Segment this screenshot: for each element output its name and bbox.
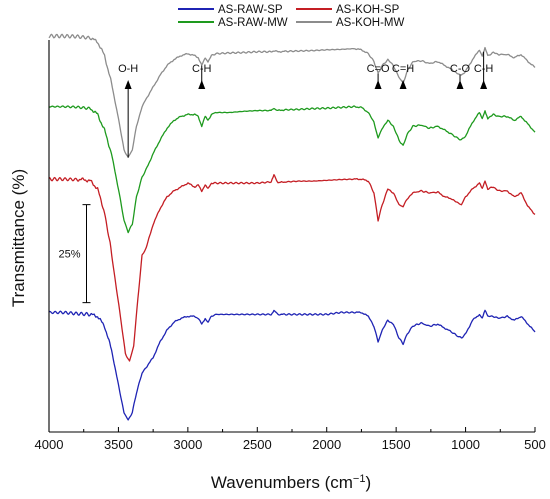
annotations: O-H C-H C=O C=H C-O C-H25% (58, 51, 494, 304)
series-line-as-raw-sp (48, 309, 536, 421)
plot-area (48, 33, 536, 421)
legend-label: AS-RAW-SP (218, 4, 283, 16)
x-tick-label: 1000 (451, 437, 480, 452)
annotation-label: C=H (392, 63, 414, 75)
x-tick-label: 2000 (312, 437, 341, 452)
axes: 4000 3500 3000 2500 2000 1500 1000 500 (35, 40, 546, 452)
legend-label: AS-KOH-MW (336, 17, 405, 29)
x-tick-label: 1500 (382, 437, 411, 452)
annotation-label: C=O (367, 63, 390, 75)
annotation-label: C-H (192, 63, 212, 75)
annotation-arrow-head (399, 80, 407, 89)
y-axis-title: Transmittance (%) (9, 169, 28, 307)
x-tick-label: 500 (524, 437, 546, 452)
annotation-arrow-head (374, 80, 382, 89)
annotation-arrow-head (198, 80, 206, 89)
scale-bar-label: 25% (58, 249, 80, 261)
x-tick-label: 4000 (35, 437, 64, 452)
x-axis-title: Wavenumbers (cm−1) (211, 473, 371, 492)
legend-label: AS-RAW-MW (218, 17, 288, 29)
annotation-label: C-O (450, 63, 471, 75)
annotation-label: C-H (474, 63, 494, 75)
annotation-arrow-head (456, 80, 464, 89)
x-tick-label: 3000 (173, 437, 202, 452)
annotation-arrow-head (480, 80, 488, 89)
x-tick-label: 2500 (243, 437, 272, 452)
series-line-as-koh-sp (48, 173, 536, 362)
legend-label: AS-KOH-SP (336, 4, 400, 16)
series-line-as-raw-mw (48, 105, 536, 234)
annotation-arrow-head (124, 80, 132, 89)
series-line-as-koh-mw (48, 33, 536, 158)
annotation-label: O-H (118, 63, 138, 75)
x-tick-label: 3500 (104, 437, 133, 452)
